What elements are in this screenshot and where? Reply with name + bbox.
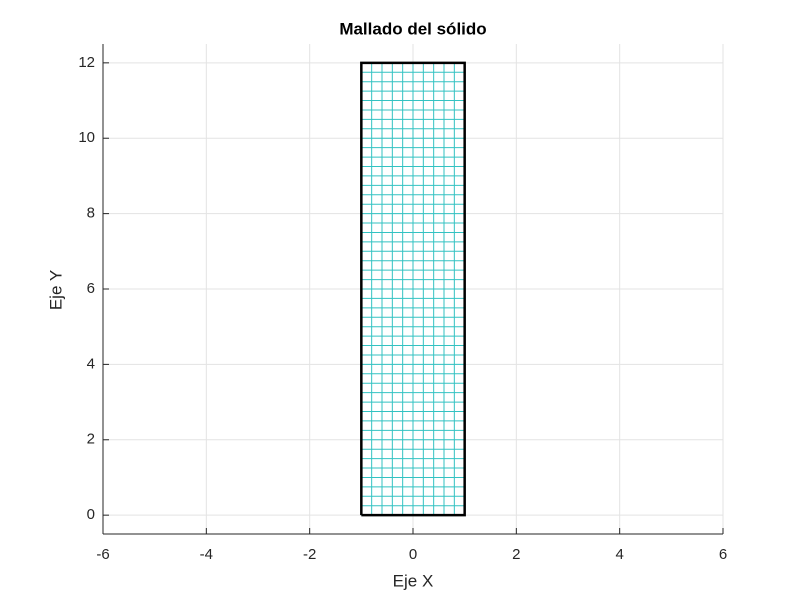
x-tick-label: 4: [615, 546, 623, 563]
x-tick-label: 0: [409, 546, 417, 563]
x-axis-label: Eje X: [393, 571, 434, 590]
x-tick-label: 2: [512, 546, 520, 563]
x-tick-label: -6: [96, 546, 109, 563]
y-tick-label: 0: [87, 506, 95, 523]
y-tick-label: 8: [87, 205, 95, 222]
y-tick-label: 10: [78, 129, 95, 146]
chart-title: Mallado del sólido: [339, 19, 486, 38]
y-tick-label: 4: [87, 355, 95, 372]
y-tick-label: 2: [87, 431, 95, 448]
y-tick-label: 12: [78, 54, 95, 71]
y-axis-label: Eje Y: [46, 270, 65, 310]
x-tick-label: -2: [303, 546, 316, 563]
x-tick-label: 6: [719, 546, 727, 563]
y-tick-label: 6: [87, 280, 95, 297]
outline: [360, 61, 466, 517]
x-tick-label: -4: [200, 546, 213, 563]
